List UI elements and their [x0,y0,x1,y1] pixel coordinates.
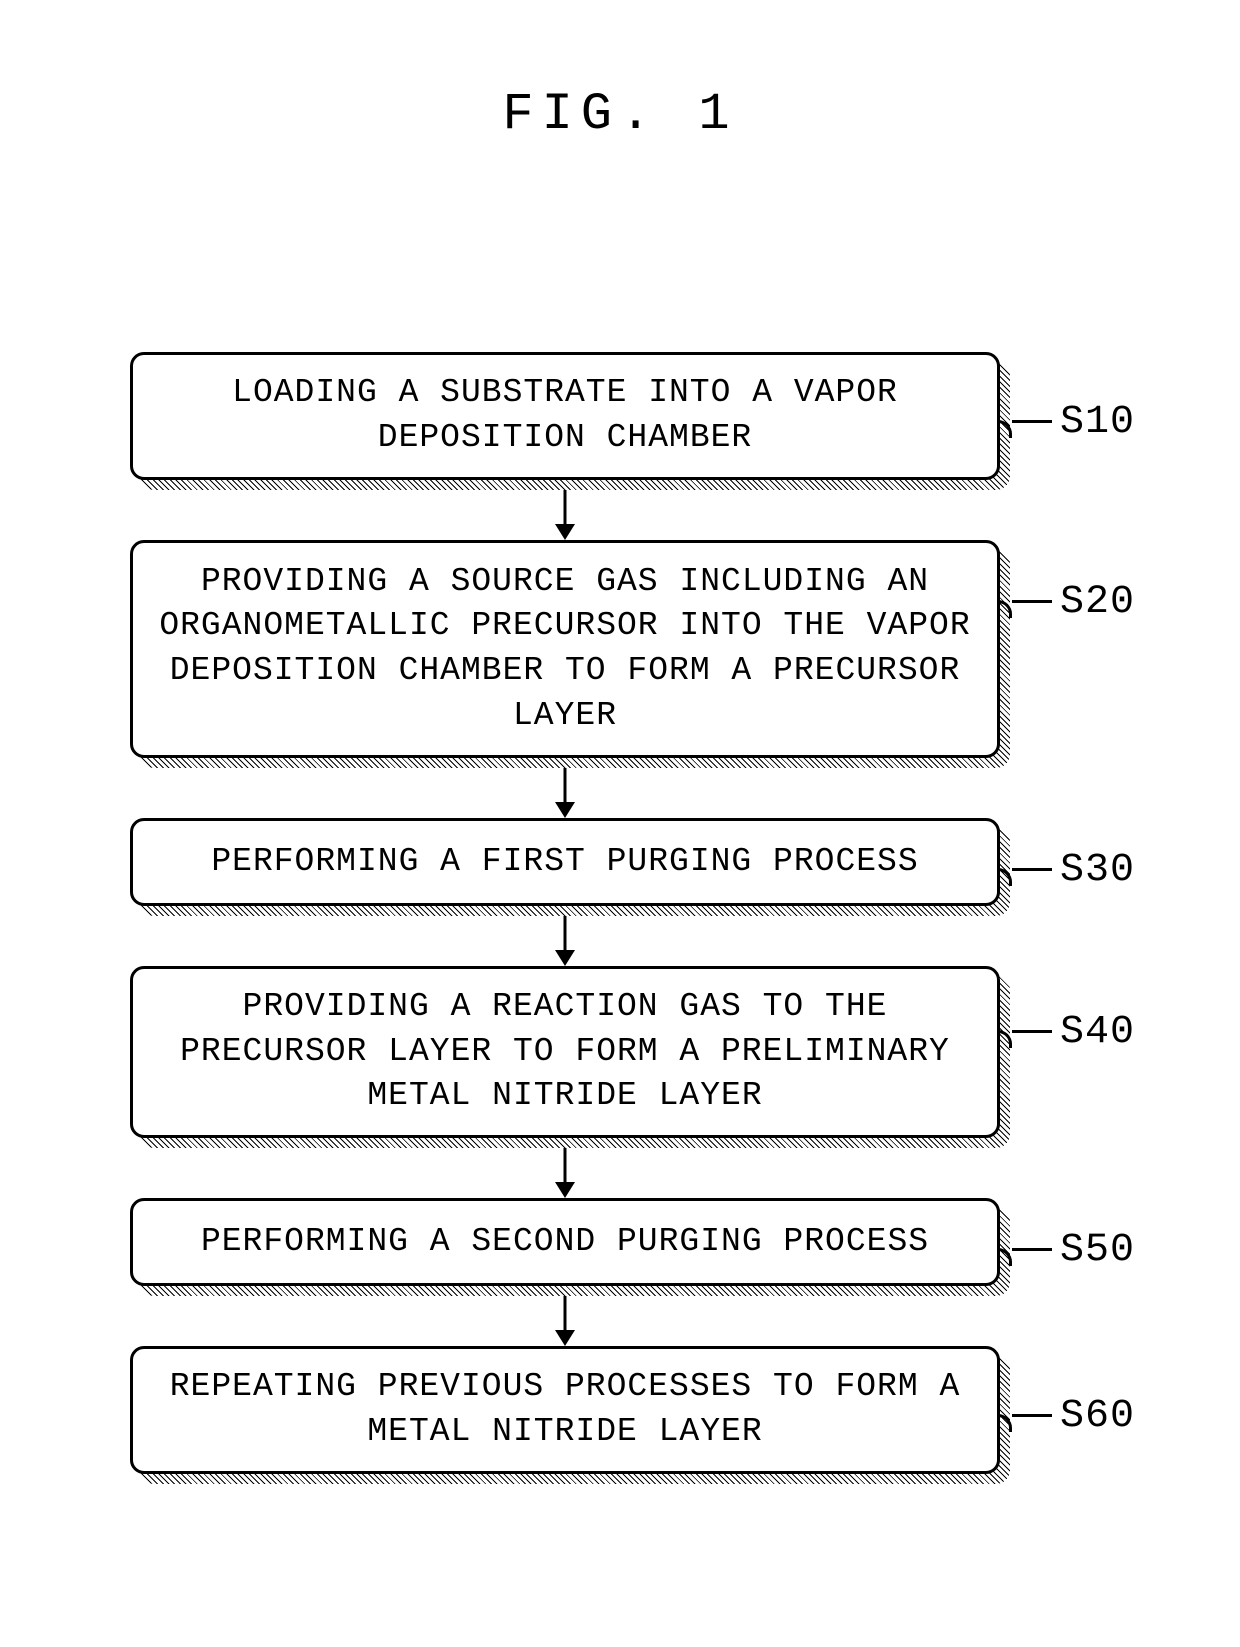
arrow-head-icon [555,1182,575,1198]
step-text: LOADING A SUBSTRATE INTO A VAPOR DEPOSIT… [157,371,973,460]
step-s40: PROVIDING A REACTION GAS TO THE PRECURSO… [130,966,1000,1138]
step-box: PERFORMING A SECOND PURGING PROCESS [130,1198,1000,1286]
step-text: PERFORMING A FIRST PURGING PROCESS [211,840,918,885]
arrow-line [564,1296,567,1330]
leader-line [1012,1414,1052,1417]
figure-title: FIG. 1 [502,85,737,144]
arrow-line [564,490,567,524]
step-s10: LOADING A SUBSTRATE INTO A VAPOR DEPOSIT… [130,352,1000,480]
leader-line [1012,868,1052,871]
step-text: PERFORMING A SECOND PURGING PROCESS [201,1220,929,1265]
leader-line [1012,420,1052,423]
step-box: PROVIDING A REACTION GAS TO THE PRECURSO… [130,966,1000,1138]
step-box: PROVIDING A SOURCE GAS INCLUDING AN ORGA… [130,540,1000,758]
step-s20: PROVIDING A SOURCE GAS INCLUDING AN ORGA… [130,540,1000,758]
step-label-s40: S40 [1060,1010,1135,1055]
step-box: PERFORMING A FIRST PURGING PROCESS [130,818,1000,906]
step-label-s60: S60 [1060,1394,1135,1439]
step-box: REPEATING PREVIOUS PROCESSES TO FORM A M… [130,1346,1000,1474]
step-s30: PERFORMING A FIRST PURGING PROCESS [130,818,1000,906]
arrow-line [564,916,567,950]
leader-line [1012,600,1052,603]
step-box: LOADING A SUBSTRATE INTO A VAPOR DEPOSIT… [130,352,1000,480]
arrow-head-icon [555,950,575,966]
arrow-head-icon [555,802,575,818]
arrow-line [564,768,567,802]
arrow-head-icon [555,1330,575,1346]
step-label-s50: S50 [1060,1228,1135,1273]
step-text: PROVIDING A SOURCE GAS INCLUDING AN ORGA… [157,560,973,738]
step-label-s30: S30 [1060,848,1135,893]
step-s60: REPEATING PREVIOUS PROCESSES TO FORM A M… [130,1346,1000,1474]
step-label-s20: S20 [1060,580,1135,625]
step-text: REPEATING PREVIOUS PROCESSES TO FORM A M… [157,1365,973,1454]
leader-line [1012,1030,1052,1033]
step-text: PROVIDING A REACTION GAS TO THE PRECURSO… [157,985,973,1119]
step-label-s10: S10 [1060,400,1135,445]
leader-line [1012,1248,1052,1251]
step-s50: PERFORMING A SECOND PURGING PROCESS [130,1198,1000,1286]
arrow-head-icon [555,524,575,540]
arrow-line [564,1148,567,1182]
